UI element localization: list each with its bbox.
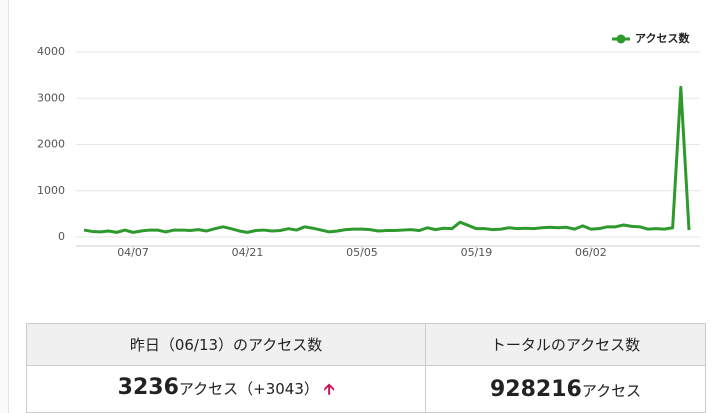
y-tick-label: 2000 bbox=[37, 138, 65, 151]
value-cell: 928216アクセス bbox=[425, 365, 706, 413]
unit: アクセス bbox=[581, 381, 642, 400]
x-tick-label: 05/19 bbox=[461, 246, 493, 259]
y-tick-label: 3000 bbox=[37, 91, 65, 104]
y-tick-label: 4000 bbox=[37, 45, 65, 58]
stats-table: 昨日（06/13）のアクセス数 トータルのアクセス数 3236アクセス（+304… bbox=[25, 323, 706, 413]
chart: 0 1000 2000 3000 4000 04/07 04/21 05/05 05/19 06/… bbox=[37, 31, 700, 259]
total-count: 928216 bbox=[490, 376, 582, 402]
y-tick-label: 0 bbox=[58, 230, 65, 243]
x-tick-label: 04/21 bbox=[232, 246, 264, 259]
x-tick-label: 06/02 bbox=[575, 246, 607, 259]
x-tick-label: 04/07 bbox=[117, 246, 149, 259]
y-tick-label: 1000 bbox=[37, 184, 65, 197]
value-row: 3236アクセス（+3043） 🡩 928216アクセス bbox=[25, 365, 706, 413]
change: （+3043） bbox=[238, 379, 319, 398]
sidebar-edge bbox=[0, 0, 9, 413]
unit: アクセス bbox=[178, 379, 239, 398]
header-row: 昨日（06/13）のアクセス数 トータルのアクセス数 bbox=[25, 323, 706, 366]
legend-label: アクセス数 bbox=[635, 31, 690, 45]
header-cell: 昨日（06/13）のアクセス数 bbox=[25, 323, 427, 366]
value-cell: 3236アクセス（+3043） 🡩 bbox=[25, 365, 427, 413]
legend-dot bbox=[616, 34, 626, 44]
header-cell: トータルのアクセス数 bbox=[425, 323, 706, 366]
data-line bbox=[83, 85, 691, 234]
up-arrow: 🡩 bbox=[323, 379, 335, 398]
yesterday-count: 3236 bbox=[117, 374, 179, 400]
x-tick-label: 05/05 bbox=[346, 246, 378, 259]
